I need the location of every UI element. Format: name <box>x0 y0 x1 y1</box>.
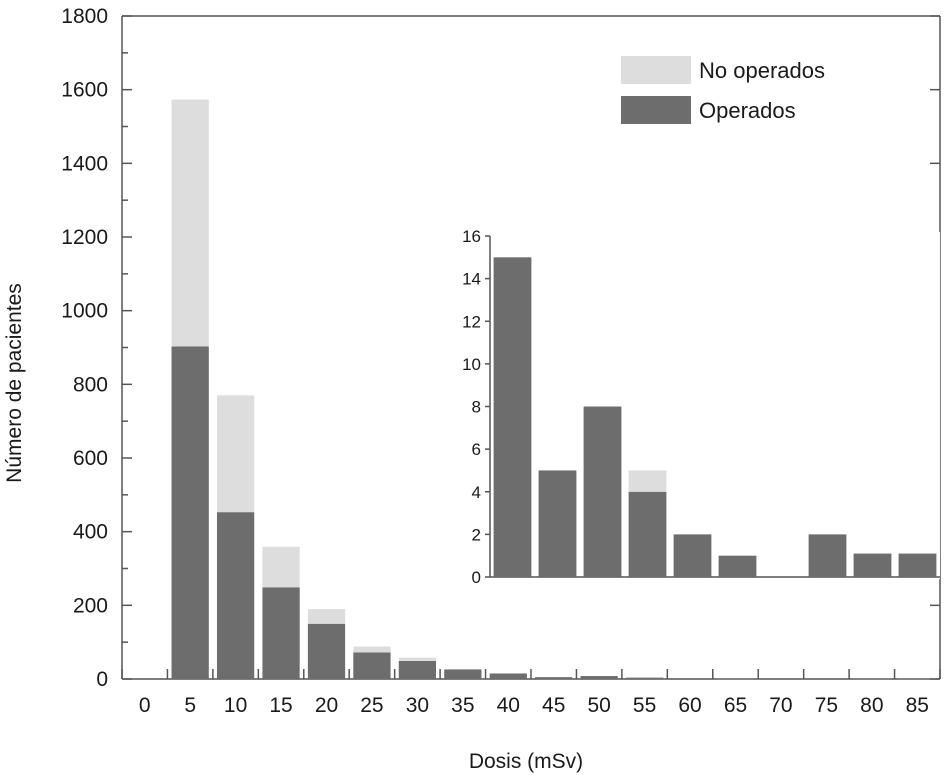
bar-operados <box>444 669 482 679</box>
y-tick-label: 200 <box>73 594 108 617</box>
x-tick-label: 10 <box>224 694 247 717</box>
inset-bar-operados <box>673 534 712 577</box>
y-tick-label: 1400 <box>61 152 108 175</box>
legend: No operados Operados <box>621 56 825 124</box>
bar-operados <box>807 678 846 679</box>
y-tick-label: 0 <box>96 668 108 691</box>
inset-bar-operados <box>718 555 757 577</box>
inset-bar-operados <box>853 553 892 577</box>
bar-operados <box>625 677 664 679</box>
bar-operados <box>171 346 209 679</box>
x-tick-label: 30 <box>406 694 429 717</box>
x-tick-label: 15 <box>269 694 292 717</box>
inset-bar-operados <box>493 257 532 577</box>
bar-no-operados <box>216 395 255 513</box>
x-axis-title: Dosis (mSv) <box>469 750 583 773</box>
inset-bar-operados <box>628 491 667 577</box>
inset-bar-operados <box>583 406 622 577</box>
inset-y-tick-label: 16 <box>462 227 481 246</box>
bar-operados <box>898 678 936 680</box>
x-tick-label: 25 <box>360 694 383 717</box>
x-tick-label: 0 <box>139 694 151 717</box>
inset-bar-operados <box>538 470 577 577</box>
bar-no-operados <box>171 99 209 347</box>
x-tick-label: 35 <box>451 694 474 717</box>
bar-no-operados <box>353 646 391 653</box>
bar-operados <box>580 676 618 679</box>
inset-y-tick-label: 4 <box>472 483 481 502</box>
inset-y-tick-label: 8 <box>472 398 481 417</box>
y-tick-label: 1000 <box>61 300 108 323</box>
legend-swatch <box>621 96 691 124</box>
x-tick-label: 65 <box>724 694 747 717</box>
y-axis-title: Número de pacientes <box>3 283 26 483</box>
x-tick-label: 80 <box>860 694 883 717</box>
y-tick-label: 400 <box>73 521 108 544</box>
inset-y-tick-label: 12 <box>462 312 481 331</box>
bar-operados <box>307 623 346 679</box>
bar-operados <box>535 677 573 679</box>
inset-bar-no-operados <box>628 470 667 492</box>
inset-y-tick-label: 6 <box>472 440 481 459</box>
x-tick-label: 20 <box>315 694 338 717</box>
bar-operados <box>853 678 891 680</box>
y-tick-label: 1200 <box>61 226 108 249</box>
x-tick-label: 85 <box>906 694 929 717</box>
x-tick-label: 45 <box>542 694 565 717</box>
x-tick-label: 60 <box>678 694 701 717</box>
legend-label: Operados <box>699 98 796 123</box>
legend-swatch <box>621 56 691 84</box>
bar-operados <box>216 512 255 679</box>
bar-no-operados <box>307 609 346 624</box>
bar-operados <box>489 673 527 679</box>
bar-no-operados <box>625 677 664 678</box>
inset-y-tick-label: 2 <box>472 525 481 544</box>
bar-operados <box>716 678 755 680</box>
inset-y-tick-label: 10 <box>462 355 481 374</box>
legend-label: No operados <box>699 58 825 83</box>
bar-no-operados <box>262 546 300 588</box>
inset-y-tick-label: 0 <box>472 568 481 587</box>
x-tick-label: 55 <box>633 694 656 717</box>
bar-operados <box>353 652 391 679</box>
x-tick-label: 70 <box>769 694 792 717</box>
x-tick-label: 5 <box>184 694 196 717</box>
y-tick-label: 800 <box>73 373 108 396</box>
y-tick-label: 1600 <box>61 79 108 102</box>
x-tick-label: 50 <box>587 694 610 717</box>
inset-bar-operados <box>898 553 937 577</box>
bar-operados <box>262 587 300 679</box>
y-tick-label: 1800 <box>61 5 108 28</box>
inset-y-tick-label: 14 <box>462 270 481 289</box>
inset-plot: 0 2 4 6 8 10 12 14 16 <box>462 227 940 587</box>
inset-bar-operados <box>808 534 847 577</box>
x-tick-label: 75 <box>815 694 838 717</box>
bar-operados <box>671 678 709 679</box>
x-tick-label: 40 <box>497 694 520 717</box>
bar-no-operados <box>398 657 437 661</box>
bar-operados <box>398 660 437 679</box>
y-tick-label: 600 <box>73 447 108 470</box>
